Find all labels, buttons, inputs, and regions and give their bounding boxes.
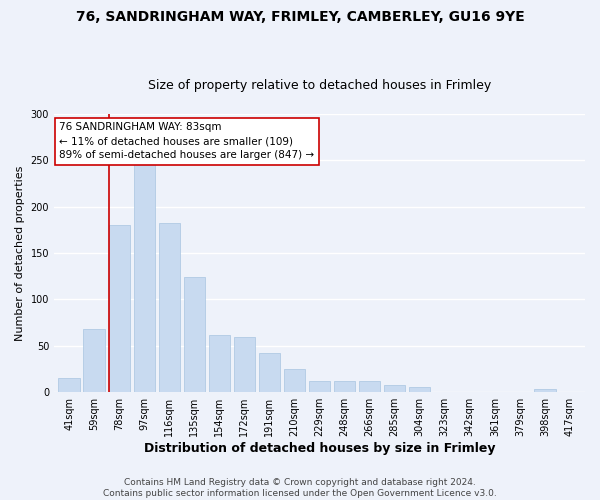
Bar (409, 386, 430, 392)
Text: 76, SANDRINGHAM WAY, FRIMLEY, CAMBERLEY, GU16 9YE: 76, SANDRINGHAM WAY, FRIMLEY, CAMBERLEY,… (76, 10, 524, 24)
Y-axis label: Number of detached properties: Number of detached properties (15, 166, 25, 341)
Bar (534, 390, 556, 392)
Bar (109, 226, 130, 392)
Text: 76 SANDRINGHAM WAY: 83sqm
← 11% of detached houses are smaller (109)
89% of semi: 76 SANDRINGHAM WAY: 83sqm ← 11% of detac… (59, 122, 314, 160)
X-axis label: Distribution of detached houses by size in Frimley: Distribution of detached houses by size … (144, 442, 495, 455)
Text: Contains HM Land Registry data © Crown copyright and database right 2024.
Contai: Contains HM Land Registry data © Crown c… (103, 478, 497, 498)
Bar (259, 354, 280, 392)
Bar (234, 336, 255, 392)
Bar (158, 224, 180, 392)
Bar (184, 277, 205, 392)
Bar (359, 381, 380, 392)
Bar (334, 381, 355, 392)
Bar (309, 381, 330, 392)
Bar (134, 163, 155, 392)
Bar (384, 385, 406, 392)
Bar (284, 369, 305, 392)
Bar (83, 329, 105, 392)
Bar (209, 334, 230, 392)
Title: Size of property relative to detached houses in Frimley: Size of property relative to detached ho… (148, 79, 491, 92)
Bar (58, 378, 80, 392)
